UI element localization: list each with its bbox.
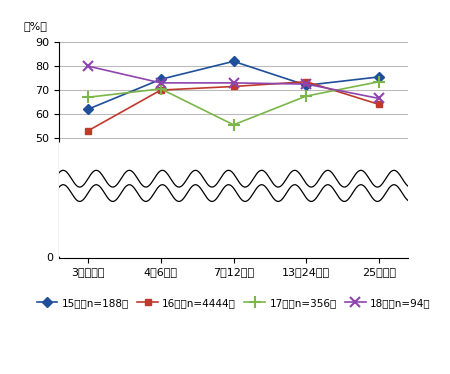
Text: 0: 0 (47, 253, 54, 263)
Legend: 15歳（n=188）, 16歳（n=4444）, 17歳（n=356）, 18歳（n=94）: 15歳（n=188）, 16歳（n=4444）, 17歳（n=356）, 18歳… (32, 294, 435, 312)
Text: （%）: （%） (24, 21, 48, 31)
